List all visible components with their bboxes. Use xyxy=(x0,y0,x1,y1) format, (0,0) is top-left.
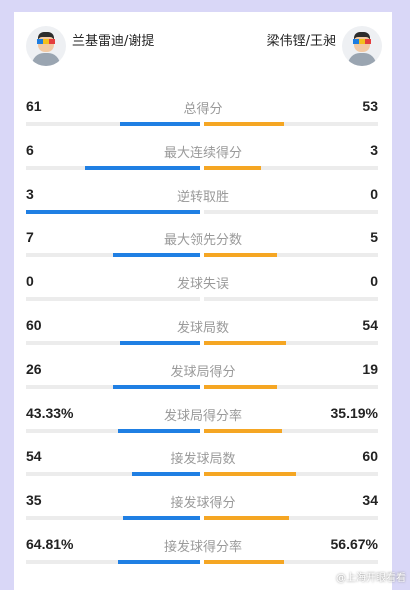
stat-row: 6 最大连续得分 3 xyxy=(14,142,392,186)
stat-label: 发球失误 xyxy=(176,277,229,293)
stat-left-track xyxy=(26,253,200,258)
stat-right-track xyxy=(204,341,378,345)
stat-right-value: 19 xyxy=(362,360,378,377)
stat-label: 最大连续得分 xyxy=(163,145,242,161)
stat-row: 54 接发球局数 60 xyxy=(14,448,392,492)
stat-left-bar xyxy=(120,341,200,345)
stat-left-track xyxy=(26,428,200,433)
stat-row: 64.81% 接发球得分率 56.67% xyxy=(14,536,392,580)
stat-left-value: 64.81% xyxy=(26,536,74,552)
stat-left-track xyxy=(26,472,200,477)
stat-left-track xyxy=(26,341,200,345)
stat-left-bar xyxy=(113,253,200,258)
stat-label: 发球局得分率 xyxy=(163,408,242,424)
stat-left-value: 61 xyxy=(26,98,42,114)
stat-row: 26 发球局得分 19 xyxy=(14,361,392,405)
stat-label: 接发球局数 xyxy=(170,452,236,468)
watermark: @上海开眼看看 xyxy=(336,573,406,584)
player-left-name: 兰基雷迪/谢提 xyxy=(72,34,155,49)
player-right: 梁伟铿/王昶 xyxy=(267,26,382,66)
stat-right-value: 0 xyxy=(370,273,378,290)
player-avatar-icon xyxy=(26,26,66,66)
stat-left-track xyxy=(26,122,200,126)
stat-left-value: 26 xyxy=(26,360,42,377)
stat-left-bar xyxy=(26,209,200,214)
stat-right-track xyxy=(204,122,378,126)
stat-left-value: 3 xyxy=(26,185,34,202)
stat-right-value: 34 xyxy=(362,492,378,509)
stat-left-bar xyxy=(118,428,200,433)
stat-right-bar xyxy=(204,341,286,345)
stat-left-value: 7 xyxy=(26,229,34,246)
player-avatar-icon xyxy=(342,26,382,66)
stat-left-value: 0 xyxy=(26,273,34,290)
stat-right-track xyxy=(204,297,378,302)
stat-row: 61 总得分 53 xyxy=(14,98,392,142)
stat-right-track xyxy=(204,209,378,214)
match-stats-card: 兰基雷迪/谢提 梁伟铿/王昶 61 总得分 53 6 最大连续得分 3 3 逆转取胜 0 7 最大领… xyxy=(14,12,392,590)
stat-left-track xyxy=(26,209,200,214)
player-left: 兰基雷迪/谢提 xyxy=(26,26,154,66)
stat-right-bar xyxy=(204,560,284,564)
stat-row: 60 发球局数 54 xyxy=(14,317,392,361)
stat-right-bar xyxy=(204,122,284,126)
stat-left-value: 54 xyxy=(26,448,42,465)
stat-row: 3 逆转取胜 0 xyxy=(14,186,392,230)
stat-right-track xyxy=(204,253,378,258)
stat-left-track xyxy=(26,165,200,170)
stat-right-value: 54 xyxy=(362,317,378,333)
stat-right-value: 53 xyxy=(362,98,378,114)
stat-left-track xyxy=(26,516,200,521)
stat-right-value: 0 xyxy=(370,185,378,202)
stat-left-track xyxy=(26,560,200,564)
stat-left-value: 60 xyxy=(26,317,42,333)
stat-left-value: 6 xyxy=(26,141,34,158)
stat-right-track xyxy=(204,516,378,521)
stat-label: 接发球得分率 xyxy=(163,540,242,555)
stat-left-bar xyxy=(123,516,200,521)
stat-left-bar xyxy=(85,165,200,170)
stat-left-value: 35 xyxy=(26,492,42,509)
stat-right-value: 3 xyxy=(370,141,378,158)
stat-label: 总得分 xyxy=(183,102,223,117)
stat-left-bar xyxy=(120,122,200,126)
stat-label: 接发球得分 xyxy=(170,496,236,512)
stat-right-value: 5 xyxy=(370,229,378,246)
stat-row: 7 最大领先分数 5 xyxy=(14,229,392,273)
stat-right-track xyxy=(204,384,378,389)
stat-right-bar xyxy=(204,165,261,170)
stat-left-track xyxy=(26,297,200,302)
stat-right-bar xyxy=(204,253,277,258)
stat-label: 最大领先分数 xyxy=(163,233,242,249)
stat-right-bar xyxy=(204,472,296,477)
stat-row: 35 接发球得分 34 xyxy=(14,492,392,536)
stat-label: 逆转取胜 xyxy=(176,189,229,205)
stat-left-value: 43.33% xyxy=(26,404,74,421)
stat-right-track xyxy=(204,165,378,170)
stat-row: 0 发球失误 0 xyxy=(14,273,392,317)
stat-left-track xyxy=(26,384,200,389)
stat-right-bar xyxy=(204,384,277,389)
stat-right-track xyxy=(204,560,378,564)
stat-right-bar xyxy=(204,428,282,433)
stat-left-bar xyxy=(113,384,200,389)
stat-left-bar xyxy=(118,560,200,564)
stat-left-bar xyxy=(132,472,200,477)
stat-label: 发球局数 xyxy=(176,321,229,336)
stat-right-track xyxy=(204,472,378,477)
player-right-name: 梁伟铿/王昶 xyxy=(266,34,336,49)
stat-right-value: 35.19% xyxy=(330,404,378,421)
stat-right-track xyxy=(204,428,378,433)
stat-right-value: 60 xyxy=(362,448,378,465)
stat-label: 发球局得分 xyxy=(170,364,236,380)
stat-right-value: 56.67% xyxy=(330,536,378,552)
stat-right-bar xyxy=(204,516,289,521)
stat-row: 43.33% 发球局得分率 35.19% xyxy=(14,405,392,449)
